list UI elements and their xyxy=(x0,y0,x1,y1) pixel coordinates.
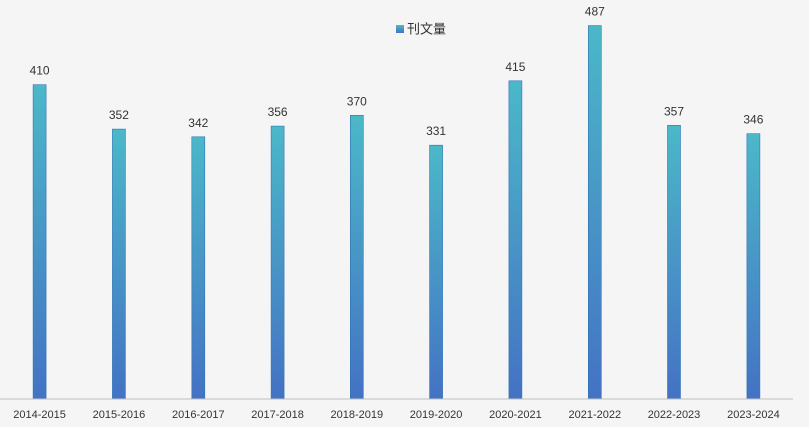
x-tick-label-2018-2019: 2018-2019 xyxy=(330,409,383,421)
bar-2014-2015 xyxy=(32,84,47,400)
data-label-2023-2024: 346 xyxy=(743,113,763,127)
data-label-2017-2018: 356 xyxy=(268,105,288,119)
data-label-2022-2023: 357 xyxy=(664,104,684,118)
x-tick-label-2019-2020: 2019-2020 xyxy=(410,409,463,421)
x-tick-label-2015-2016: 2015-2016 xyxy=(93,409,146,421)
bar-2015-2016 xyxy=(112,128,126,400)
x-tick-label-2014-2015: 2014-2015 xyxy=(13,409,66,421)
x-tick-label-2020-2021: 2020-2021 xyxy=(489,409,542,421)
legend-label: 刊文量 xyxy=(407,22,446,37)
x-tick-label-2022-2023: 2022-2023 xyxy=(648,409,701,421)
bar-2022-2023 xyxy=(667,125,681,400)
bar-2016-2017 xyxy=(191,136,206,400)
x-tick-label-2017-2018: 2017-2018 xyxy=(251,409,304,421)
bar-2019-2020 xyxy=(429,144,443,400)
data-labels: 410 352 342 356 370 331 415 487 357 346 xyxy=(30,5,764,139)
bar-2020-2021 xyxy=(508,80,523,400)
data-label-2014-2015: 410 xyxy=(30,64,50,78)
bars xyxy=(32,25,761,400)
data-label-2019-2020: 331 xyxy=(426,124,446,138)
x-tick-label-2021-2022: 2021-2022 xyxy=(568,409,621,421)
x-axis-tick-labels: 2014-2015 2015-2016 2016-2017 2017-2018 2018… xyxy=(13,409,779,421)
legend-swatch xyxy=(396,25,404,33)
bar-2021-2022 xyxy=(587,25,602,400)
data-label-2020-2021: 415 xyxy=(505,60,525,74)
bar-2018-2019 xyxy=(349,115,364,400)
x-tick-label-2023-2024: 2023-2024 xyxy=(727,409,780,421)
bar-2023-2024 xyxy=(746,133,761,400)
data-label-2021-2022: 487 xyxy=(585,5,605,19)
legend: 刊文量 xyxy=(396,22,446,37)
x-tick-label-2016-2017: 2016-2017 xyxy=(172,409,225,421)
data-label-2018-2019: 370 xyxy=(347,94,367,108)
bar-2017-2018 xyxy=(270,125,285,400)
data-label-2015-2016: 352 xyxy=(109,108,129,122)
data-label-2016-2017: 342 xyxy=(188,116,208,130)
